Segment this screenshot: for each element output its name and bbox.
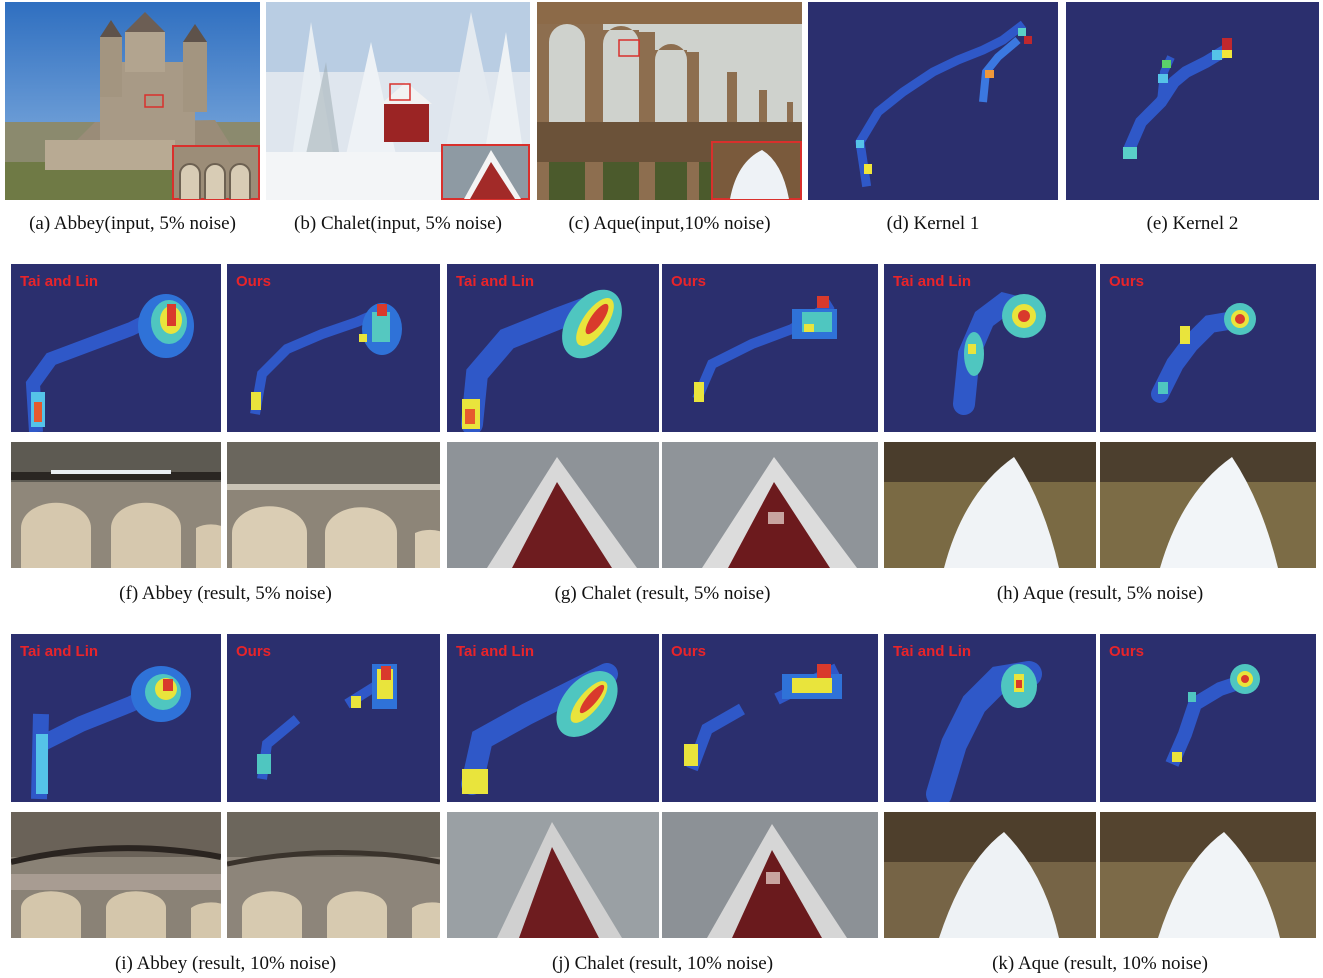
method-label-tai-lin: Tai and Lin <box>456 643 535 660</box>
kernel-1 <box>808 2 1058 200</box>
chalet-10-ours-crop <box>662 812 878 938</box>
abbey-5-tai-lin-kernel: Tai and Lin <box>11 264 221 432</box>
aque-5-ours-crop <box>1100 442 1316 568</box>
caption-g: (g) Chalet (result, 5% noise) <box>554 583 771 604</box>
chalet-5-tai-lin-crop <box>447 442 659 568</box>
caption-i: (i) Abbey (result, 10% noise) <box>114 953 337 974</box>
chalet-10-ours-kernel: Ours <box>662 634 878 802</box>
abbey-10-tai-lin-kernel: Tai and Lin <box>11 634 221 802</box>
abbey-10-ours-kernel: Ours <box>227 634 440 802</box>
caption-c: (c) Aque(input,10% noise) <box>568 213 771 234</box>
chalet-10-tai-lin-kernel: Tai and Lin <box>447 634 659 802</box>
abbey-5-tai-lin-crop <box>11 442 221 568</box>
method-label-ours: Ours <box>236 273 272 290</box>
abbey-5-ours-kernel: Ours <box>227 264 440 432</box>
chalet-5-ours-kernel: Ours <box>662 264 878 432</box>
abbey-10-tai-lin-crop <box>11 812 221 938</box>
aque-10-ours-kernel: Ours <box>1100 634 1316 802</box>
abbey-5-ours-crop <box>227 442 440 568</box>
chalet-5-tai-lin-kernel: Tai and Lin <box>447 264 659 432</box>
abbey-input-image <box>5 2 260 200</box>
method-label-tai-lin: Tai and Lin <box>20 643 99 660</box>
method-label-ours: Ours <box>1109 273 1145 290</box>
aque-10-tai-lin-kernel: Tai and Lin <box>884 634 1096 802</box>
method-label-tai-lin: Tai and Lin <box>893 273 972 290</box>
aque-10-ours-crop <box>1100 812 1316 938</box>
caption-e: (e) Kernel 2 <box>1146 213 1239 234</box>
method-label-tai-lin: Tai and Lin <box>893 643 972 660</box>
method-label-ours: Ours <box>236 643 272 660</box>
caption-f: (f) Abbey (result, 5% noise) <box>119 583 332 604</box>
caption-h: (h) Aque (result, 5% noise) <box>996 583 1204 604</box>
chalet-10-tai-lin-crop <box>447 812 659 938</box>
method-label-ours: Ours <box>671 643 707 660</box>
caption-b: (b) Chalet(input, 5% noise) <box>294 213 502 234</box>
method-label-ours: Ours <box>1109 643 1145 660</box>
chalet-input-image <box>266 2 530 200</box>
abbey-10-ours-crop <box>227 812 440 938</box>
caption-a: (a) Abbey(input, 5% noise) <box>29 213 236 234</box>
kernel-2 <box>1066 2 1319 200</box>
aqueduct-input-image <box>537 2 802 200</box>
aque-5-ours-kernel: Ours <box>1100 264 1316 432</box>
caption-j: (j) Chalet (result, 10% noise) <box>551 953 774 974</box>
method-label-ours: Ours <box>671 273 707 290</box>
aque-5-tai-lin-crop <box>884 442 1096 568</box>
method-label-tai-lin: Tai and Lin <box>456 273 535 290</box>
method-label-tai-lin: Tai and Lin <box>20 273 99 290</box>
aque-5-tai-lin-kernel: Tai and Lin <box>884 264 1096 432</box>
caption-k: (k) Aque (result, 10% noise) <box>992 953 1208 974</box>
caption-d: (d) Kernel 1 <box>886 213 980 234</box>
aque-10-tai-lin-crop <box>884 812 1096 938</box>
chalet-5-ours-crop <box>662 442 878 568</box>
